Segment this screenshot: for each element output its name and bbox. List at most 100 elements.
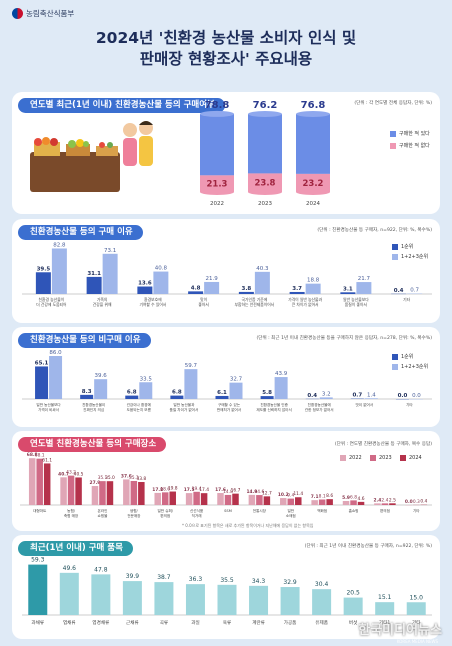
data-label: 59.7 [185, 363, 198, 369]
tick-label: SSM [224, 509, 232, 513]
data-label: 35.1 [98, 475, 108, 481]
data-label: 38.7 [157, 574, 171, 581]
legend-item-not-bought: 구매한 적 없다 [390, 142, 430, 149]
data-label: 0.4 [420, 499, 427, 505]
data-label: 20.5 [346, 590, 360, 597]
bar-1 [91, 486, 99, 505]
data-label: 9.4 [287, 493, 294, 499]
tick-label: 근채류 [126, 619, 139, 626]
data-label: 39.9 [126, 573, 140, 580]
data-label: 13.6 [138, 281, 152, 287]
bar-1 [280, 498, 287, 505]
legend-item-2024: 2024 [400, 455, 422, 461]
bar [375, 602, 395, 615]
bar-1 [80, 394, 94, 399]
bar-3 [43, 463, 51, 505]
bar-cap [248, 111, 282, 117]
data-label-not-bought: 21.3 [207, 180, 228, 190]
bar-1 [342, 500, 350, 505]
bar-1 [238, 291, 254, 294]
data-label: 3.7 [292, 286, 302, 292]
bar-bought [296, 114, 330, 174]
tick-label: 일반 농산물과 [173, 402, 195, 407]
tick-label: 맛이 없어서 [355, 402, 373, 407]
data-label: 86.0 [49, 350, 62, 356]
tick-label: 편의점 [380, 508, 390, 513]
purchase-chart: 78.8 21.3 2022 76.2 23.8 2023 76.8 23.2 2024 [200, 100, 330, 207]
bar-1 [260, 396, 274, 399]
data-label-bought: 76.8 [301, 100, 326, 111]
tick-label: 생협/ [130, 508, 139, 513]
bar [185, 584, 205, 615]
panel-purchase-items: 최근(1년 이내) 구매 품목 (단위 : 최근 1년 이내 친환경농산물 등 … [12, 535, 440, 639]
tick-label: 유제품 [315, 619, 328, 626]
tick-label: 기타1 [379, 619, 390, 626]
tick-label: 전통시장 [253, 508, 267, 513]
page-title-line1: 2024년 '친환경 농산물 소비자 인식 및 [95, 29, 357, 47]
bar [91, 574, 111, 615]
data-label: 2.5 [389, 497, 396, 503]
data-label: 18.6 [160, 486, 170, 492]
data-label-not-bought: 23.2 [303, 179, 324, 189]
bar-2 [364, 398, 378, 399]
panel-title: 친환경농산물 등의 비구매 이유 [18, 333, 151, 348]
data-label: 17.8 [152, 487, 163, 493]
tick-label: 전문매장 [127, 513, 141, 518]
bar-3 [357, 501, 365, 505]
data-label: 19.8 [168, 486, 178, 492]
bar-2 [49, 356, 63, 399]
bar [280, 587, 300, 615]
tick-label: 제도를 신뢰하지 않아서 [256, 407, 291, 412]
legend-item-bought: 구매한 적 있다 [390, 130, 430, 137]
tick-label: 일반 [287, 508, 294, 513]
data-label: 40.7 [58, 471, 69, 477]
data-label: 61.1 [42, 457, 52, 463]
legend-swatch [400, 455, 406, 461]
data-label: 0.4 [307, 393, 317, 399]
tick-label: 좋아서 [198, 302, 209, 307]
data-label: 6.8 [350, 494, 357, 500]
data-label-bought: 76.2 [253, 100, 278, 111]
panel-unit: (단위 : 각 연도별 전체 응답자, 단위: %) [354, 101, 432, 106]
data-label: 2.4 [381, 497, 388, 503]
bar-base [200, 189, 234, 195]
bar-3 [75, 477, 82, 505]
legend-item-2023: 2023 [370, 455, 392, 461]
tick-label: 홈쇼핑 [349, 508, 359, 513]
legend-item-2022: 2022 [340, 455, 362, 461]
bar [28, 564, 48, 615]
bar-1 [35, 272, 51, 294]
data-label: 5.9 [342, 495, 350, 501]
bar [406, 602, 426, 615]
tick-label: 가공품 [284, 619, 297, 626]
bar-1 [28, 458, 36, 505]
tick-label: 기타 [406, 402, 413, 407]
legend-swatch [392, 253, 398, 260]
tick-label: 품질 차이가 없어서 [170, 407, 199, 412]
data-label-not-bought: 23.8 [255, 179, 276, 189]
bar-1 [215, 395, 229, 399]
watermark-sub: KOREA MEDIA NEWS [396, 639, 438, 644]
bar-3 [138, 482, 145, 505]
bar-1 [137, 286, 153, 294]
data-label: 33.8 [136, 476, 146, 482]
data-label: 47.8 [94, 566, 108, 573]
bar-1 [35, 366, 49, 399]
tick-label: 건강을 위해 [93, 302, 112, 307]
bar [154, 582, 174, 615]
tick-label: 일반 농산물보다 [36, 402, 61, 407]
tick-label: 기타 [412, 619, 421, 626]
data-label: 15.1 [378, 594, 392, 601]
legend-swatch [370, 455, 376, 461]
bar-cap [296, 111, 330, 117]
tick-label: 온라인 [98, 508, 108, 513]
legend-item-rank1: 1순위 [392, 243, 413, 250]
tick-label: 친환경농산물이 [82, 402, 105, 407]
bar-2 [67, 475, 75, 505]
bar-2 [99, 481, 106, 505]
tick-label: 2023 [258, 201, 272, 207]
legend-swatch [392, 243, 398, 250]
bar-1 [60, 477, 67, 505]
tick-label: 친환경농산물에 [308, 402, 331, 407]
data-label: 3.2 [322, 391, 331, 397]
